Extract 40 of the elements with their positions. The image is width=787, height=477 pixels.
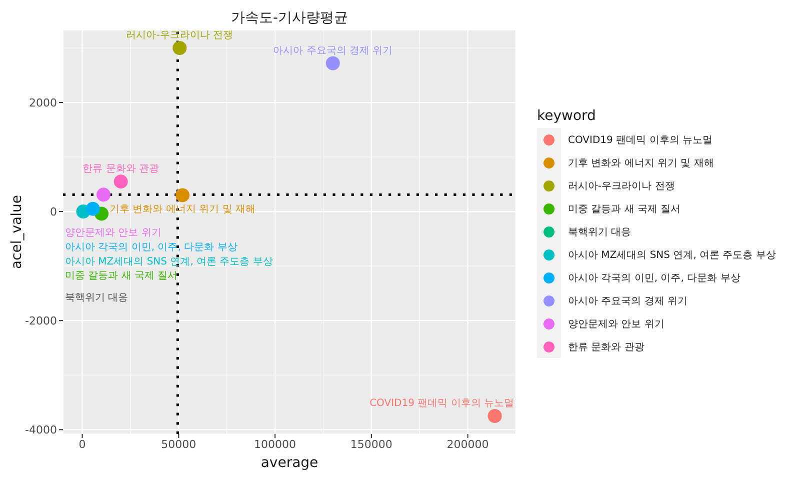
text: 아시아 MZ세대의 SNS 연계, 여론 주도층 부상 xyxy=(65,256,273,268)
point xyxy=(488,409,502,424)
point xyxy=(176,188,190,202)
y-tick-label: -2000 xyxy=(25,314,57,328)
y-axis-title: acel_value xyxy=(9,194,25,270)
text: 한류 문화와 관광 xyxy=(82,164,160,175)
point xyxy=(172,40,187,55)
x-tick-label: 50000 xyxy=(161,438,196,451)
point xyxy=(114,174,128,189)
y-tick-label: -4000 xyxy=(25,424,57,437)
legend-title: keyword xyxy=(537,107,597,126)
text: 러시아-우크라이나 전쟁 xyxy=(126,30,234,41)
legend-label: 한류 문화와 관광 xyxy=(568,340,644,354)
x-tick-label: 100000 xyxy=(254,438,296,451)
y-tick-label: 0 xyxy=(50,205,57,218)
legend-label: 기후 변화와 에너지 위기 및 재해 xyxy=(568,156,714,170)
text: 아시아 각국의 이민, 이주, 다문화 부상 xyxy=(65,242,238,253)
point xyxy=(96,188,110,202)
text: 기후 변화와 에너지 위기 및 재해 xyxy=(110,204,256,216)
x-tick-label: 150000 xyxy=(350,438,392,451)
y-tick-label: 2000 xyxy=(29,96,57,110)
annotation: 북핵위기 대응 xyxy=(65,292,128,304)
x-tick-label: 200000 xyxy=(446,438,489,451)
legend-label: 아시아 MZ세대의 SNS 연계, 여론 주도층 부상 xyxy=(568,248,776,262)
point xyxy=(86,202,100,216)
point xyxy=(326,56,340,70)
legend-label: COVID19 팬데믹 이후의 뉴노멀 xyxy=(568,134,712,146)
x-axis-title: average xyxy=(260,455,318,471)
legend-label: 미중 갈등과 새 국제 질서 xyxy=(568,202,681,216)
text: 미중 갈등과 새 국제 질서 xyxy=(65,270,178,282)
legend-label: 북핵위기 대응 xyxy=(568,226,632,238)
legend-label: 아시아 각국의 이민, 이주, 다문화 부상 xyxy=(568,272,740,284)
x-tick-label: 0 xyxy=(78,438,86,451)
text: 아시아 주요국의 경제 위기 xyxy=(273,45,393,56)
chart-title: 가속도-기사량평균 xyxy=(230,10,348,26)
text: COVID19 팬데믹 이후의 뉴노멀 xyxy=(370,398,514,410)
legend-label: 양안문제와 안보 위기 xyxy=(568,318,664,330)
text: 양안문제와 안보 위기 xyxy=(65,228,162,239)
legend-label: 아시아 주요국의 경제 위기 xyxy=(568,294,688,308)
legend-label: 러시아-우크라이나 전쟁 xyxy=(568,180,675,192)
